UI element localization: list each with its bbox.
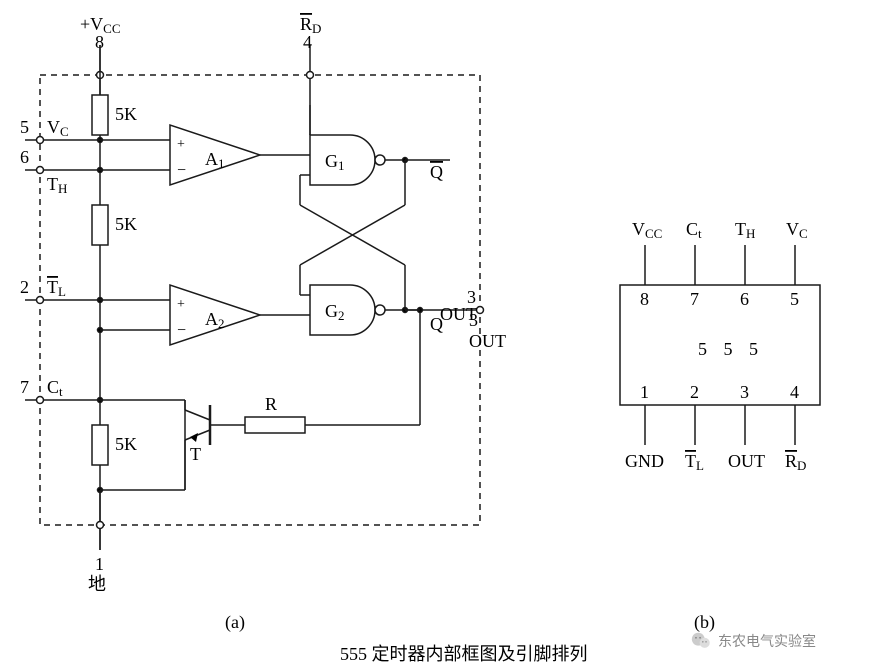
circuit-svg: +VCC 8 RD 4 5K 5K 5K 5 VC 6 [10, 5, 490, 595]
svg-text:OUT: OUT [728, 451, 765, 471]
svg-text:TH: TH [735, 219, 755, 241]
chip-label: 5 5 5 [698, 339, 764, 359]
svg-text:+: + [177, 297, 185, 312]
svg-text:Ct: Ct [686, 219, 702, 241]
label-tl: TL [47, 277, 66, 299]
label-vc: VC [47, 117, 69, 139]
svg-text:4: 4 [790, 382, 799, 402]
wechat-icon [690, 630, 712, 652]
num-6: 6 [20, 147, 29, 167]
svg-text:1: 1 [640, 382, 649, 402]
num-5: 5 [20, 117, 29, 137]
label-out-pos: 3 OUT [469, 310, 506, 352]
label-ct: Ct [47, 377, 63, 399]
label-5k-2: 5K [115, 214, 137, 234]
svg-text:6: 6 [740, 289, 749, 309]
label-th: TH [47, 174, 67, 196]
label-qbar: Q [430, 162, 443, 182]
svg-text:−: − [177, 322, 186, 339]
label-r: R [265, 394, 277, 414]
svg-text:+: + [177, 137, 185, 152]
svg-text:−: − [177, 162, 186, 179]
num-7: 7 [20, 377, 29, 397]
svg-text:7: 7 [690, 289, 699, 309]
label-t: T [190, 444, 201, 464]
label-gnd: 地 [88, 574, 106, 594]
svg-text:TL: TL [685, 451, 704, 473]
svg-text:8: 8 [640, 289, 649, 309]
num-1: 1 [95, 554, 104, 574]
svg-text:VC: VC [786, 219, 808, 241]
subcaption-a: (a) [225, 612, 245, 633]
svg-text:RD: RD [785, 451, 806, 473]
svg-text:5: 5 [790, 289, 799, 309]
svg-text:2: 2 [690, 382, 699, 402]
label-5k-1: 5K [115, 104, 137, 124]
svg-text:3: 3 [740, 382, 749, 402]
main-caption: 555 定时器内部框图及引脚排列 [340, 640, 588, 666]
watermark: 东农电气实验室 [690, 630, 816, 652]
svg-text:GND: GND [625, 451, 664, 471]
pinout-svg: 5 5 5 8 VCC 7 Ct 6 TH 5 VC 1 GND 2 TL 3 OUT 4 RD [590, 195, 850, 495]
label-5k-3: 5K [115, 434, 137, 454]
num-4: 4 [303, 32, 312, 52]
num-2: 2 [20, 277, 29, 297]
svg-text:VCC: VCC [632, 219, 662, 241]
